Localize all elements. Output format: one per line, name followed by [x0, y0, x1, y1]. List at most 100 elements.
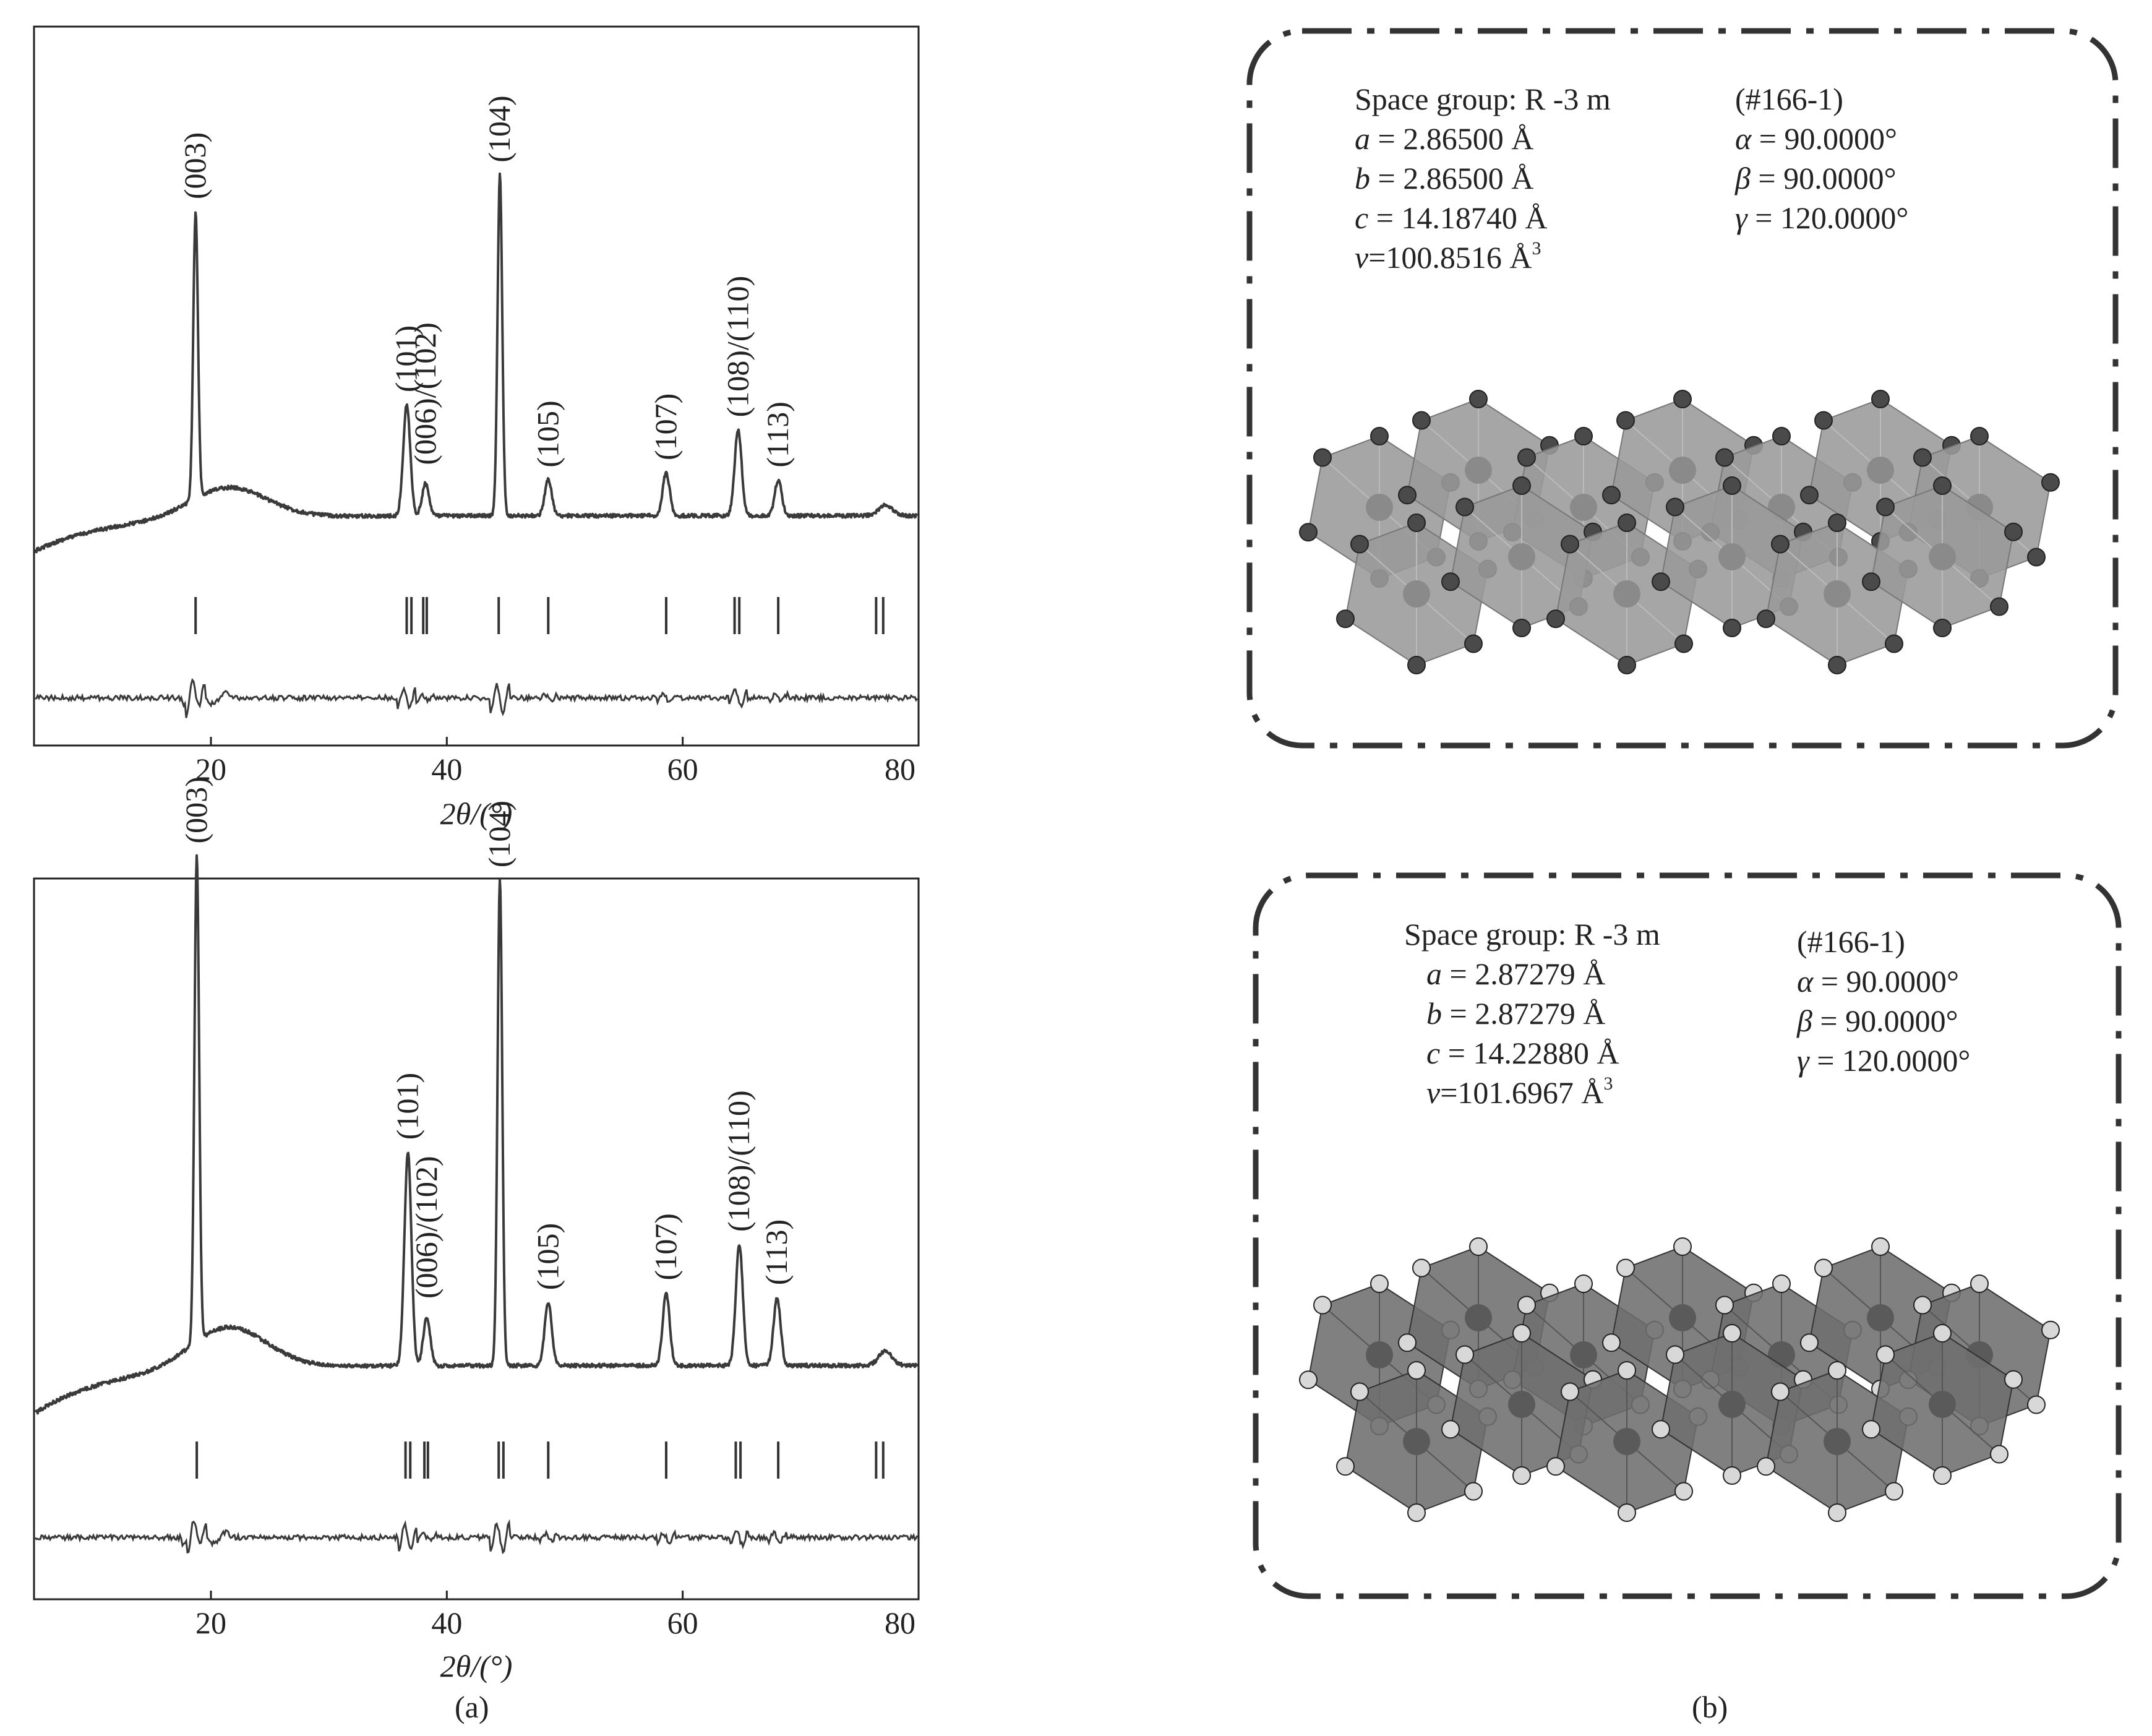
crystal-structure-bottom — [1299, 1237, 2060, 1522]
oxygen-atom — [1313, 448, 1332, 467]
oxygen-atom — [1602, 486, 1621, 505]
central-atom — [1403, 1428, 1430, 1455]
oxygen-atom — [1517, 1296, 1536, 1315]
oxygen-atom — [2004, 522, 2023, 541]
oxygen-atom — [1618, 1503, 1636, 1522]
oxygen-atom — [1876, 1345, 1895, 1364]
oxygen-atom — [1652, 1420, 1670, 1439]
oxygen-atom — [1666, 1345, 1684, 1364]
oxygen-atom — [1871, 1237, 1890, 1256]
crystal-structure-top — [1299, 390, 2060, 674]
oxygen-atom — [1313, 1296, 1332, 1315]
xrd-plot-bottom: (003) (101) (006)/(102) (104) (105) (107) (108… — [33, 776, 920, 1683]
oxygen-atom — [1828, 1361, 1846, 1380]
structure-box-bottom — [1253, 872, 2122, 1599]
central-atom — [1613, 1428, 1640, 1455]
oxygen-atom — [1546, 1457, 1565, 1476]
xrd-profile-line — [34, 854, 919, 1415]
central-atom — [1465, 457, 1492, 484]
oxygen-atom — [2041, 1320, 2060, 1339]
oxygen-atom — [1469, 1237, 1488, 1256]
oxygen-atom — [1673, 390, 1692, 408]
central-atom — [1403, 580, 1430, 608]
lattice-info-top: Space group: R -3 m a = 2.86500 Å b = 2.… — [1355, 79, 1611, 277]
central-atom — [1669, 457, 1696, 484]
oxygen-atom — [1652, 572, 1670, 591]
oxygen-atom — [1398, 1333, 1417, 1352]
central-atom — [1508, 1391, 1535, 1418]
xrd-plot-top: (003) (101)(006)/(102) (104) (105) (107) (108… — [33, 25, 920, 831]
central-atom — [1570, 494, 1597, 521]
oxygen-atom — [1828, 1503, 1846, 1522]
oxygen-atom — [1350, 535, 1369, 554]
x-tick-label: 40 — [431, 752, 462, 786]
oxygen-atom — [1616, 411, 1635, 430]
peak-label: (101) — [390, 1073, 424, 1140]
central-atom — [1366, 1341, 1393, 1369]
panel-label-a: (a) — [455, 1690, 489, 1724]
difference-curve — [35, 677, 919, 718]
oxygen-atom — [1723, 619, 1741, 637]
peak-label: (108)/(110) — [720, 276, 755, 418]
oxygen-atom — [1933, 1466, 1952, 1485]
oxygen-atom — [1455, 1345, 1474, 1364]
peak-label: (113) — [760, 402, 795, 467]
oxygen-atom — [1933, 476, 1952, 495]
plot-frame — [33, 877, 920, 1601]
oxygen-atom — [1407, 656, 1426, 674]
plot-frame — [33, 25, 920, 747]
oxygen-atom — [1561, 535, 1579, 554]
oxygen-atom — [1674, 634, 1693, 653]
oxygen-atom — [1574, 427, 1593, 445]
x-tick-label: 20 — [195, 1605, 226, 1640]
oxygen-atom — [1561, 1382, 1579, 1401]
oxygen-atom — [1666, 497, 1684, 517]
oxygen-atom — [1412, 411, 1431, 430]
x-tick-label: 60 — [667, 752, 698, 786]
peak-label: (006)/(102) — [409, 1156, 444, 1299]
lattice-info-bottom: Space group: R -3 m a = 2.87279 Å b = 2.… — [1404, 914, 1660, 1112]
oxygen-atom — [1862, 1420, 1880, 1439]
space-group: Space group: R -3 m — [1355, 82, 1611, 116]
oxygen-atom — [1407, 1361, 1426, 1380]
central-atom — [1929, 543, 1956, 570]
central-atom — [1613, 580, 1640, 608]
oxygen-atom — [1618, 513, 1636, 532]
space-group-number: (#166-1) — [1797, 924, 1905, 959]
oxygen-atom — [1970, 1274, 1989, 1293]
x-tick-label: 40 — [431, 1605, 462, 1640]
oxygen-atom — [1407, 1503, 1426, 1522]
oxygen-atom — [1933, 619, 1952, 637]
oxygen-atom — [1602, 1333, 1621, 1352]
oxygen-atom — [1336, 1457, 1355, 1476]
oxygen-atom — [1757, 609, 1775, 629]
oxygen-atom — [2027, 548, 2046, 567]
central-atom — [1824, 1428, 1851, 1455]
oxygen-atom — [1723, 1324, 1741, 1343]
peak-label: (105) — [530, 400, 565, 467]
space-group: Space group: R -3 m — [1404, 917, 1660, 952]
oxygen-atom — [1828, 513, 1846, 532]
oxygen-atom — [1828, 656, 1846, 674]
oxygen-atom — [1469, 390, 1488, 408]
space-group-number: (#166-1) — [1735, 82, 1843, 116]
peak-label: (104) — [482, 95, 517, 162]
oxygen-atom — [1674, 1482, 1693, 1501]
central-atom — [1867, 1304, 1894, 1331]
oxygen-atom — [1517, 448, 1536, 467]
oxygen-atom — [1913, 1296, 1932, 1315]
oxygen-atom — [2004, 1370, 2023, 1389]
panel-label-b: (b) — [1692, 1690, 1728, 1724]
structure-box-top — [1246, 28, 2119, 749]
central-atom — [1929, 1391, 1956, 1418]
oxygen-atom — [1990, 1445, 2008, 1464]
oxygen-atom — [1370, 427, 1389, 445]
peak-label: (006)/(102) — [408, 322, 442, 465]
x-axis-label: 2θ/(°) — [440, 1649, 513, 1683]
oxygen-atom — [1464, 634, 1483, 653]
oxygen-atom — [1299, 1370, 1318, 1390]
oxygen-atom — [1618, 1361, 1636, 1380]
oxygen-atom — [1673, 1237, 1692, 1256]
oxygen-atom — [1464, 1482, 1483, 1501]
oxygen-atom — [1350, 1382, 1369, 1401]
